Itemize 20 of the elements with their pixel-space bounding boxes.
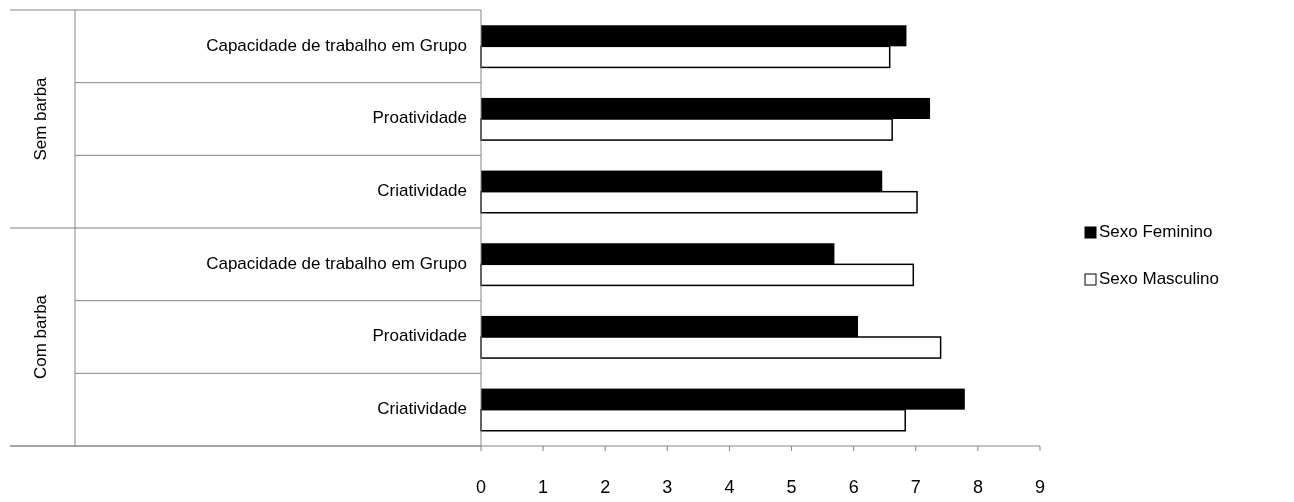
x-tick-label: 0 xyxy=(475,477,487,497)
y-tick-label: Criatividade xyxy=(377,181,467,201)
y-tick-label: Criatividade xyxy=(377,399,467,419)
x-tick-label: 7 xyxy=(910,477,921,497)
x-tick-label: 1 xyxy=(538,477,549,497)
text: Com barba xyxy=(31,294,51,380)
x-tick-label: 5 xyxy=(786,477,797,497)
y-tick-label: Proatividade xyxy=(372,326,467,346)
x-tick-label: 8 xyxy=(972,477,983,497)
y-tick-label: Proatividade xyxy=(372,108,467,128)
x-tick-label: 2 xyxy=(600,477,611,497)
y-tick-label: Capacidade de trabalho em Grupo xyxy=(206,35,467,55)
legend-label: Sexo Feminino xyxy=(1099,222,1213,242)
x-tick-label: 4 xyxy=(724,477,735,497)
x-tick-label: 9 xyxy=(1034,477,1046,497)
x-tick-label: 6 xyxy=(848,477,859,497)
text: Sem barba xyxy=(31,76,51,161)
legend-label: Sexo Masculino xyxy=(1099,269,1220,289)
x-tick-label: 3 xyxy=(662,477,673,497)
y-tick-label: Capacidade de trabalho em Grupo xyxy=(206,253,467,273)
